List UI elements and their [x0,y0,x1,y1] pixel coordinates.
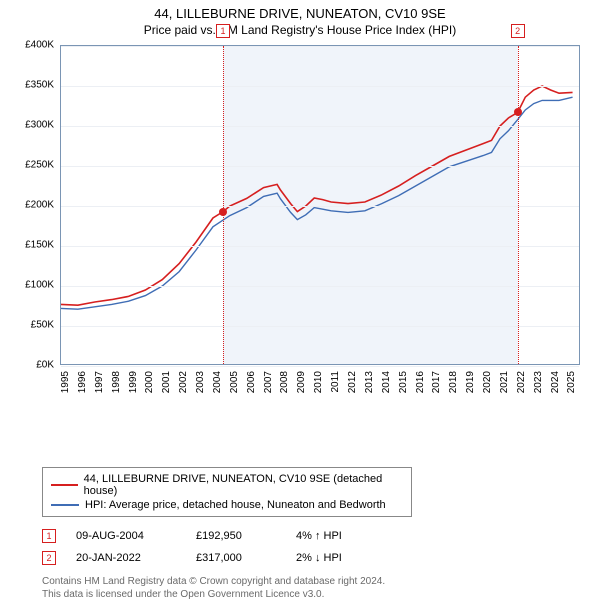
series-hpi [61,97,573,309]
gridline [61,246,579,247]
x-tick-label: 2002 [178,371,189,393]
plot-area: 12 [60,45,580,365]
gridline [61,166,579,167]
x-tick-label: 2006 [246,371,257,393]
footer-line-1: Contains HM Land Registry data © Crown c… [42,575,590,588]
x-tick-label: 2004 [212,371,223,393]
x-tick-label: 2012 [347,371,358,393]
y-tick-label: £50K [10,320,54,331]
footer-line-2: This data is licensed under the Open Gov… [42,588,590,601]
x-tick-label: 2017 [431,371,442,393]
event-price: £192,950 [196,530,276,542]
x-tick-label: 1997 [94,371,105,393]
event-delta: 2% ↓ HPI [296,552,342,564]
x-tick-label: 2022 [516,371,527,393]
x-tick-label: 2003 [195,371,206,393]
event-list: 1 09-AUG-2004 £192,950 4% ↑ HPI 2 20-JAN-2022… [42,525,590,569]
x-tick-label: 2005 [229,371,240,393]
x-tick-label: 2023 [533,371,544,393]
legend-label: 44, LILLEBURNE DRIVE, NUNEATON, CV10 9SE… [84,473,403,497]
x-tick-label: 2014 [381,371,392,393]
footer: Contains HM Land Registry data © Crown c… [42,575,590,601]
series-price-paid [61,86,573,305]
event-price: £317,000 [196,552,276,564]
legend-swatch [51,484,78,486]
x-tick-label: 2001 [161,371,172,393]
x-tick-label: 2025 [566,371,577,393]
x-tick-label: 2008 [279,371,290,393]
event-id-box: 1 [42,529,56,543]
x-tick-label: 2000 [144,371,155,393]
gridline [61,46,579,47]
event-row: 1 09-AUG-2004 £192,950 4% ↑ HPI [42,525,590,547]
price-chart: 12 £0K £50K £100K £150K £200K £250K £300K £350K… [10,45,590,405]
gridline [61,86,579,87]
y-tick-label: £400K [10,40,54,51]
x-tick-label: 2019 [465,371,476,393]
x-tick-label: 2010 [313,371,324,393]
y-tick-label: £0K [10,360,54,371]
y-tick-label: £100K [10,280,54,291]
gridline [61,366,579,367]
gridline [61,206,579,207]
event-marker-2: 2 [511,24,525,38]
x-tick-label: 2020 [482,371,493,393]
event-date: 20-JAN-2022 [76,552,176,564]
x-tick-label: 2021 [499,371,510,393]
y-tick-label: £250K [10,160,54,171]
x-tick-label: 1998 [111,371,122,393]
gridline [61,326,579,327]
legend-row: 44, LILLEBURNE DRIVE, NUNEATON, CV10 9SE… [51,472,403,498]
event-dot [219,208,227,216]
event-vline [223,46,224,364]
x-tick-label: 2009 [296,371,307,393]
y-tick-label: £300K [10,120,54,131]
y-tick-label: £200K [10,200,54,211]
event-date: 09-AUG-2004 [76,530,176,542]
x-tick-label: 2024 [550,371,561,393]
event-id-box: 2 [42,551,56,565]
x-tick-label: 1999 [128,371,139,393]
x-tick-label: 2016 [415,371,426,393]
y-tick-label: £350K [10,80,54,91]
legend-row: HPI: Average price, detached house, Nune… [51,498,403,512]
event-delta: 4% ↑ HPI [296,530,342,542]
x-tick-label: 2013 [364,371,375,393]
page-title: 44, LILLEBURNE DRIVE, NUNEATON, CV10 9SE [10,6,590,21]
legend-swatch [51,504,79,506]
x-tick-label: 2018 [448,371,459,393]
gridline [61,286,579,287]
page-subtitle: Price paid vs. HM Land Registry's House … [10,23,590,37]
x-tick-label: 2007 [263,371,274,393]
x-tick-label: 1996 [77,371,88,393]
x-tick-label: 2011 [330,371,341,393]
legend: 44, LILLEBURNE DRIVE, NUNEATON, CV10 9SE… [42,467,412,517]
y-tick-label: £150K [10,240,54,251]
event-vline [518,46,519,364]
event-marker-1: 1 [216,24,230,38]
legend-label: HPI: Average price, detached house, Nune… [85,499,386,511]
gridline [61,126,579,127]
x-tick-label: 2015 [398,371,409,393]
event-dot [514,108,522,116]
event-row: 2 20-JAN-2022 £317,000 2% ↓ HPI [42,547,590,569]
x-tick-label: 1995 [60,371,71,393]
